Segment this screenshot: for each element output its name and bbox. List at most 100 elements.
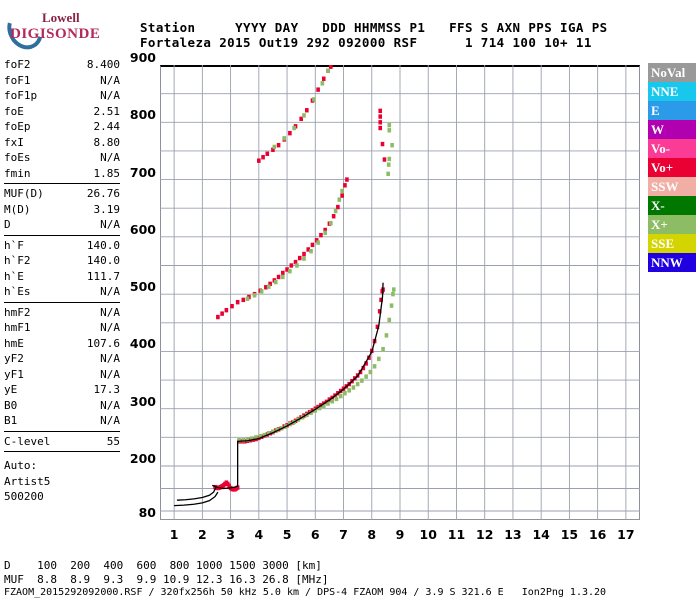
x-axis-tick-label: 17 [617, 527, 635, 542]
data-series [386, 122, 394, 177]
data-series [257, 65, 333, 163]
param-key: MUF(D) [4, 187, 44, 200]
legend-item-x-[interactable]: X- [648, 196, 696, 215]
data-series [378, 108, 387, 162]
param-row: h`F2 140.0 [4, 253, 120, 269]
param-key: h`F [4, 238, 24, 252]
param-value: N/A [100, 285, 120, 298]
parameter-panel: foF2 8.400 foF1 N/A foF1p N/A foE 2.51 foEp 2.44 f… [4, 57, 120, 505]
param-row: foF1p N/A [4, 88, 120, 104]
param-value: 8.80 [93, 135, 121, 149]
param-value: N/A [100, 352, 120, 365]
param-key: foEp [4, 120, 31, 133]
param-key: hmF1 [4, 321, 31, 334]
param-key: foEs [4, 151, 31, 164]
param-value: 8.400 [86, 58, 120, 71]
x-axis-tick-label: 4 [254, 527, 264, 542]
param-row: D N/A [4, 217, 120, 233]
station-header-line2: Fortaleza 2015 Out19 292 092000 RSF 1 71… [140, 35, 592, 50]
x-axis-tick-label: 13 [504, 527, 522, 542]
param-row: h`Es N/A [4, 284, 120, 300]
param-row: foE 2.51 [4, 104, 120, 120]
param-value: N/A [100, 321, 120, 334]
y-axis-tick-label: 80 [138, 505, 156, 520]
param-row: MUF(D) 26.76 [4, 186, 120, 202]
data-series [216, 177, 349, 320]
param-key: foF2 [4, 58, 31, 71]
param-key: h`F2 [4, 254, 31, 267]
legend-item-w[interactable]: W [648, 120, 696, 139]
file-info-line: FZAOM_2015292092000.RSF / 320fx256h 50 k… [4, 587, 607, 598]
y-axis-tick-label: 900 [129, 50, 156, 65]
autoscaler-name: Artist5 [4, 474, 51, 488]
param-row: yE 17.3 [4, 382, 120, 398]
legend-item-ssw[interactable]: SSW [648, 177, 696, 196]
param-group-divider [4, 430, 120, 432]
param-row: yF1 N/A [4, 367, 120, 383]
legend-item-nnw[interactable]: NNW [648, 253, 696, 272]
param-row: hmF1 N/A [4, 320, 120, 336]
data-series [272, 68, 330, 150]
param-key: M(D) [4, 202, 31, 216]
param-row: foF1 N/A [4, 73, 120, 89]
param-row: B0 N/A [4, 398, 120, 414]
param-key: foF1 [4, 73, 31, 87]
y-axis-tick-label: 500 [129, 279, 156, 295]
y-axis-tick-label: 700 [129, 164, 156, 180]
param-key: yF1 [4, 367, 24, 381]
param-value: 140.0 [86, 238, 120, 252]
legend-item-noval[interactable]: NoVal [648, 63, 696, 82]
param-value: 2.44 [93, 120, 121, 133]
param-group-divider [4, 301, 120, 303]
autoscaler-info: Auto: Artist5 500200 [4, 458, 120, 505]
param-row: C-level 55 [4, 434, 120, 450]
param-value: 3.19 [93, 202, 121, 216]
y-axis-tick-label: 300 [129, 393, 156, 409]
param-key: fxI [4, 135, 24, 149]
param-key: foF1p [4, 89, 38, 102]
logo-lowell-text: Lowell [42, 10, 80, 25]
legend-item-vo-[interactable]: Vo- [648, 139, 696, 158]
grid-lines [160, 65, 640, 520]
param-value: N/A [100, 89, 120, 102]
param-value: 2.51 [93, 104, 121, 118]
param-row: hmE 107.6 [4, 336, 120, 352]
param-value: N/A [100, 305, 120, 319]
legend-item-e[interactable]: E [648, 101, 696, 120]
lowell-digisonde-logo: Lowell DIGISONDE [0, 4, 118, 56]
legend-item-x-[interactable]: X+ [648, 215, 696, 234]
x-axis-tick-label: 8 [367, 527, 377, 542]
data-series [174, 491, 219, 507]
legend-item-nne[interactable]: NNE [648, 82, 696, 101]
muf-table-d-row: D 100 200 400 600 800 1000 1500 3000 [km… [4, 559, 322, 572]
logo-digisonde-text: DIGISONDE [10, 26, 101, 42]
param-value: N/A [100, 414, 120, 427]
param-row: fmin 1.85 [4, 166, 120, 182]
param-key: B1 [4, 414, 18, 427]
x-axis-tick-label: 15 [560, 527, 579, 542]
param-value: 55 [106, 434, 120, 448]
x-axis-tick-label: 6 [310, 527, 320, 542]
x-axis-tick-label: 2 [197, 527, 207, 542]
param-value: N/A [100, 367, 120, 381]
param-key: D [4, 218, 11, 231]
ionogram-plot [160, 65, 640, 520]
param-row: fxI 8.80 [4, 135, 120, 151]
autoscaler-label: Auto: [4, 459, 38, 472]
param-group-divider [4, 234, 120, 236]
param-row: B1 N/A [4, 413, 120, 429]
legend-item-sse[interactable]: SSE [648, 234, 696, 253]
x-axis-tick-label: 11 [447, 527, 466, 542]
legend-item-vo-[interactable]: Vo+ [648, 158, 696, 177]
x-axis-labels: 1 2 3 4 5 6 7 8 9 10 11 12 13 14 15 16 17 [160, 527, 650, 543]
x-axis-tick-label: 10 [419, 527, 437, 542]
param-row: h`E 111.7 [4, 269, 120, 285]
param-value: 17.3 [93, 383, 121, 396]
data-series [176, 487, 217, 501]
x-axis-tick-label: 14 [532, 527, 550, 542]
param-key: fmin [4, 166, 31, 180]
param-key: yF2 [4, 352, 24, 365]
param-group-divider [4, 451, 120, 452]
param-row: yF2 N/A [4, 351, 120, 367]
